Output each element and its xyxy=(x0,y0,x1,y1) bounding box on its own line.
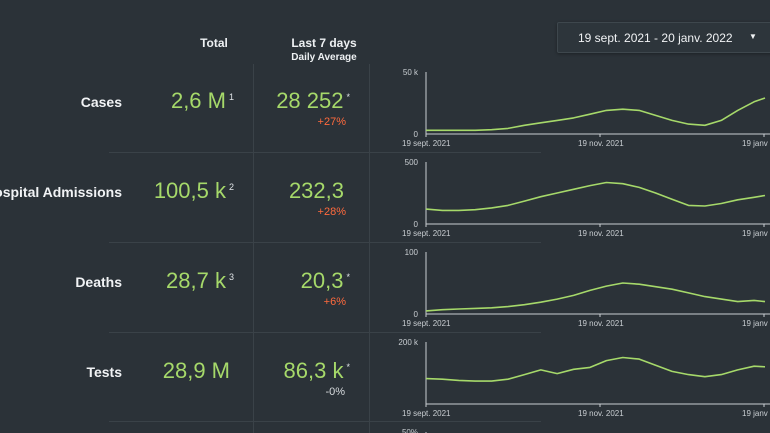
caret-down-icon: ▼ xyxy=(749,32,757,41)
divider-vertical-2 xyxy=(369,64,370,433)
x-tick-label: 19 sept. 2021 xyxy=(402,409,451,418)
x-tick-label: 19 nov. 2021 xyxy=(578,229,624,238)
delta-hospital-admissions: +28% xyxy=(317,206,346,218)
date-range-select[interactable]: 19 sept. 2021 - 20 janv. 2022 ▼ xyxy=(557,22,770,53)
avg-number: 20,3 xyxy=(300,268,344,293)
y-tick-label: 100 xyxy=(405,248,419,257)
x-tick-label: 19 janv xyxy=(742,319,768,328)
avg-value-tests: 86,3 k * xyxy=(284,358,350,384)
x-tick-label: 19 janv xyxy=(742,139,768,148)
avg-column-header: Last 7 days Daily Average xyxy=(282,36,366,63)
divider-row-3 xyxy=(109,332,541,333)
row-label-hospital-admissions: Hospital Admissions xyxy=(0,184,122,200)
total-number: 2,6 M xyxy=(170,88,226,113)
x-tick-label: 19 nov. 2021 xyxy=(578,139,624,148)
delta-tests: -0% xyxy=(325,386,345,398)
total-value-tests: 28,9 M xyxy=(163,358,233,384)
footnote-marker: * xyxy=(346,271,350,282)
y-tick-label: 50% xyxy=(402,428,418,433)
avg-value-hospital-admissions: 232,3 xyxy=(289,178,344,204)
total-number: 100,5 k xyxy=(153,178,226,203)
date-range-value: 19 sept. 2021 - 20 janv. 2022 xyxy=(578,31,733,45)
divider-row-2 xyxy=(109,242,541,243)
footnote-marker: 1 xyxy=(228,91,234,102)
footnote-marker: * xyxy=(346,361,350,372)
delta-cases: +27% xyxy=(317,116,346,128)
x-tick-label: 19 janv xyxy=(742,229,768,238)
total-column-header: Total xyxy=(184,36,244,50)
footnote-marker: 3 xyxy=(228,271,234,282)
row-label-deaths: Deaths xyxy=(75,274,122,290)
avg-value-cases: 28 252 * xyxy=(276,88,350,114)
total-number: 28,9 M xyxy=(162,358,230,383)
x-tick-label: 19 sept. 2021 xyxy=(402,229,451,238)
avg-number: 28 252 xyxy=(276,88,344,113)
delta-deaths: +6% xyxy=(323,296,346,308)
series-line xyxy=(426,97,766,132)
x-tick-label: 19 sept. 2021 xyxy=(402,319,451,328)
y-tick-label: 0 xyxy=(414,220,419,229)
divider-vertical-1 xyxy=(253,64,254,433)
x-tick-label: 19 sept. 2021 xyxy=(402,139,451,148)
total-header-label: Total xyxy=(200,36,228,50)
y-tick-label: 0 xyxy=(414,310,419,319)
footnote-marker: * xyxy=(346,91,350,102)
avg-number: 232,3 xyxy=(288,178,344,203)
y-tick-label: 50 k xyxy=(403,68,419,77)
x-tick-label: 19 janv xyxy=(742,409,768,418)
series-line xyxy=(425,356,766,382)
avg-value-deaths: 20,3 * xyxy=(301,268,350,294)
x-tick-label: 19 nov. 2021 xyxy=(578,409,624,418)
total-number: 28,7 k xyxy=(166,268,226,293)
y-tick-label: 0 xyxy=(414,130,419,139)
series-line xyxy=(425,181,766,212)
row-label-cases: Cases xyxy=(80,94,122,110)
divider-row-4 xyxy=(109,421,541,422)
y-tick-label: 200 k xyxy=(398,338,419,347)
series-line xyxy=(425,282,766,312)
x-tick-label: 19 nov. 2021 xyxy=(578,319,624,328)
avg-header-label: Last 7 days xyxy=(291,36,357,50)
footnote-marker: 2 xyxy=(228,181,234,192)
y-tick-label: 500 xyxy=(405,158,419,167)
avg-header-sublabel: Daily Average xyxy=(291,52,357,63)
divider-row-1 xyxy=(109,152,541,153)
avg-number: 86,3 k xyxy=(283,358,344,383)
row-label-tests: Tests xyxy=(86,364,122,380)
